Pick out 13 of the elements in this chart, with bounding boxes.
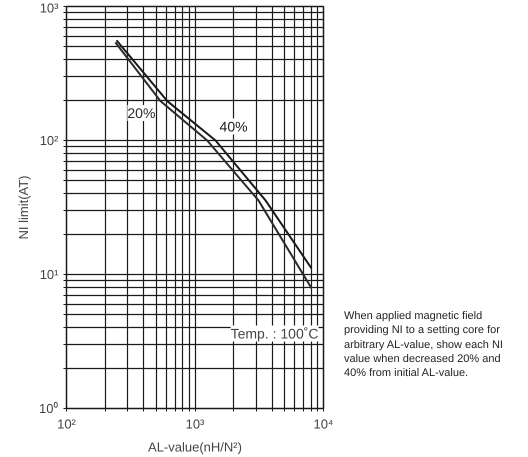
y-tick-label: 10³ xyxy=(40,0,60,16)
y-tick-label: 10² xyxy=(40,133,60,148)
y-tick-label: 10⁰ xyxy=(39,401,59,416)
y-tick-label: 10¹ xyxy=(40,267,60,282)
series-label: 20% xyxy=(127,105,156,122)
annotation: Temp. : 100˚C xyxy=(230,326,319,342)
x-tick-label: 10⁴ xyxy=(313,416,334,432)
x-tick-label: 10³ xyxy=(186,416,206,432)
x-axis-title: AL-value(nH/N²) xyxy=(148,440,242,454)
text: When applied magnetic field providing NI to a setting core for arbitrary AL-value, show each NI value when decreased 20% and 40% from initial AL-value. xyxy=(344,309,504,380)
x-tick-label: 10² xyxy=(57,416,77,432)
series-label: 40% xyxy=(220,118,248,134)
y-axis-title: NI limit(AT) xyxy=(16,175,32,240)
